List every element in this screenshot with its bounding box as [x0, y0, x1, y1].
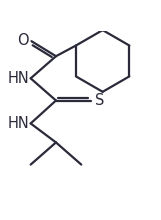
Text: S: S	[95, 93, 104, 108]
Text: O: O	[17, 33, 28, 48]
Text: HN: HN	[8, 116, 30, 131]
Text: HN: HN	[8, 71, 30, 86]
